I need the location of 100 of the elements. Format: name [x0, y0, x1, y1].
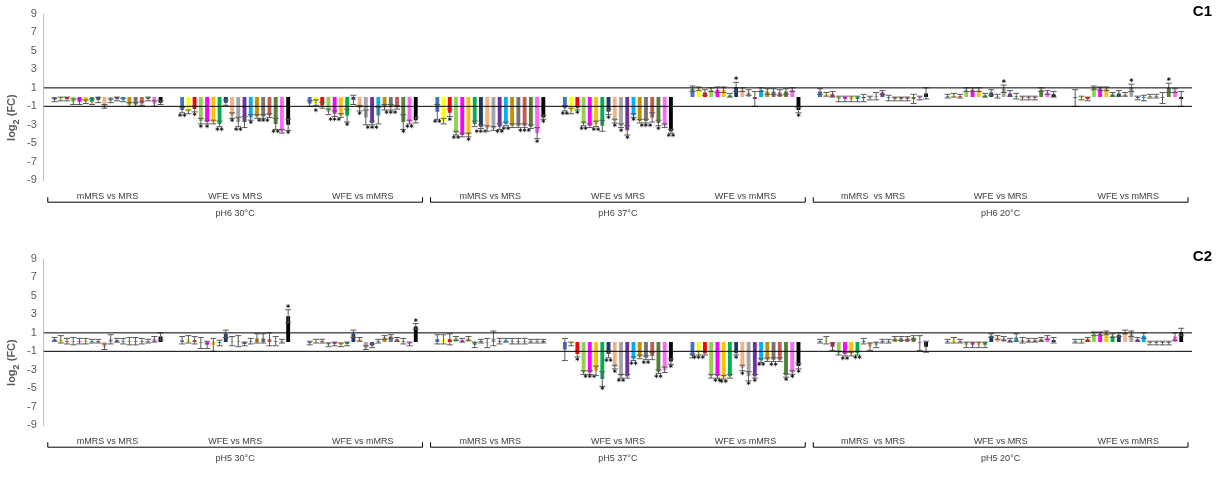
x-tick-label: mMRS vs MRS	[76, 191, 139, 202]
data-label: **	[840, 356, 850, 366]
y-tick-label: -1	[27, 99, 37, 112]
data-label: **	[495, 129, 505, 139]
text: pH5 30°C	[215, 453, 256, 464]
data-label: *	[752, 378, 758, 388]
data-label: ***	[328, 116, 342, 126]
data-label: *	[447, 116, 453, 126]
data-label: **	[234, 126, 244, 136]
data-label: *	[600, 386, 606, 396]
x-tick-label: mMRS vs MRS	[76, 436, 139, 447]
data-label: ***	[384, 110, 398, 120]
data-label: **	[271, 129, 281, 139]
data-label: *	[740, 370, 746, 380]
data-label: **	[616, 378, 627, 388]
text: pH6 20°C	[981, 208, 1021, 219]
data-label: **	[654, 373, 664, 383]
data-label: ***	[639, 123, 654, 133]
y-tick-label: 5	[30, 43, 37, 56]
x-tick-label: WFE vs mMRS	[1097, 191, 1159, 202]
data-label: *	[668, 364, 674, 374]
y-tick-label: -1	[27, 344, 37, 357]
data-label: *	[575, 110, 581, 120]
data-label: *	[466, 136, 472, 146]
data-label: *	[796, 368, 802, 378]
data-label: ***	[474, 128, 489, 138]
data-label: *	[286, 130, 292, 140]
data-label: *	[734, 76, 740, 86]
data-label: **	[591, 126, 602, 136]
data-label: ***	[583, 374, 597, 384]
data-label: *	[357, 111, 363, 121]
data-label: ***	[365, 124, 380, 134]
data-label: *	[631, 117, 637, 127]
text: pH5 37°C	[598, 453, 638, 464]
data-label: **	[560, 111, 570, 121]
data-label: *	[1129, 78, 1135, 88]
y-tick-label: 1	[30, 325, 37, 338]
data-label: *	[618, 127, 624, 137]
data-label: *	[656, 125, 662, 135]
y-tick-label: -5	[27, 136, 37, 149]
y-tick-label: 9	[30, 7, 37, 20]
data-label: *	[204, 123, 210, 133]
data-label: **	[405, 123, 415, 133]
data-label: *	[612, 368, 618, 378]
x-tick-label: mMRS vs MRS	[841, 436, 906, 447]
x-tick-label: WFE vs MRS	[590, 436, 645, 447]
data-label: **	[579, 125, 589, 135]
data-label: *	[1166, 77, 1172, 87]
y-tick-label: 3	[30, 62, 37, 75]
x-tick-label: mMRS vs MRS	[841, 191, 906, 202]
data-label: *	[783, 377, 789, 387]
data-label: *	[198, 123, 204, 133]
data-label: *	[248, 120, 254, 130]
y-tick-label: 1	[30, 80, 37, 93]
x-tick-label: WFE vs mMRS	[331, 436, 394, 447]
y-tick-label: 3	[30, 307, 37, 320]
data-label: *	[746, 380, 752, 390]
data-label: **	[641, 359, 651, 369]
x-tick-label: WFE vs MRS	[973, 191, 1028, 202]
data-label: *	[734, 355, 740, 365]
chart-title: C1	[1192, 1, 1212, 19]
y-tick-label: 9	[30, 252, 37, 265]
data-label: *	[612, 123, 618, 133]
y-tick-label: -9	[27, 418, 37, 431]
x-tick-label: mMRS vs MRS	[459, 191, 522, 202]
y-tick-label: 7	[30, 25, 37, 38]
data-label: *	[535, 138, 540, 148]
y-tick-label: -7	[27, 399, 37, 412]
x-tick-label: WFE vs MRS	[973, 436, 1028, 447]
x-tick-label: WFE vs MRS	[208, 191, 263, 202]
data-label: *	[625, 135, 631, 145]
data-label: **	[433, 119, 443, 129]
data-label: *	[796, 112, 802, 122]
data-label: *	[192, 111, 198, 121]
data-label: *	[790, 374, 796, 384]
y-tick-label: -9	[27, 173, 37, 186]
data-label: **	[215, 126, 225, 136]
x-tick-label: WFE vs mMRS	[714, 436, 777, 447]
text: pH6 30°C	[215, 208, 256, 219]
data-label: **	[769, 361, 779, 371]
data-label: *	[541, 119, 547, 129]
data-label: **	[629, 360, 639, 370]
data-label: *	[345, 122, 351, 132]
x-tick-label: WFE vs mMRS	[331, 191, 394, 202]
x-tick-label: WFE vs MRS	[590, 191, 645, 202]
data-label: ***	[692, 355, 706, 365]
data-label: **	[719, 379, 729, 389]
data-label: *	[1001, 79, 1007, 89]
y-tick-label: -7	[27, 154, 37, 167]
y-tick-label: 5	[30, 288, 37, 301]
x-tick-label: WFE vs mMRS	[714, 191, 777, 202]
data-label: **	[604, 357, 614, 367]
y-tick-label: 7	[30, 270, 37, 283]
data-label: ***	[518, 127, 532, 137]
chart-title: C2	[1192, 246, 1212, 264]
text: pH5 20°C	[981, 453, 1021, 464]
data-label: **	[177, 112, 188, 122]
y-tick-label: -5	[27, 381, 37, 394]
data-label: **	[666, 133, 676, 143]
x-tick-label: WFE vs MRS	[208, 436, 263, 447]
